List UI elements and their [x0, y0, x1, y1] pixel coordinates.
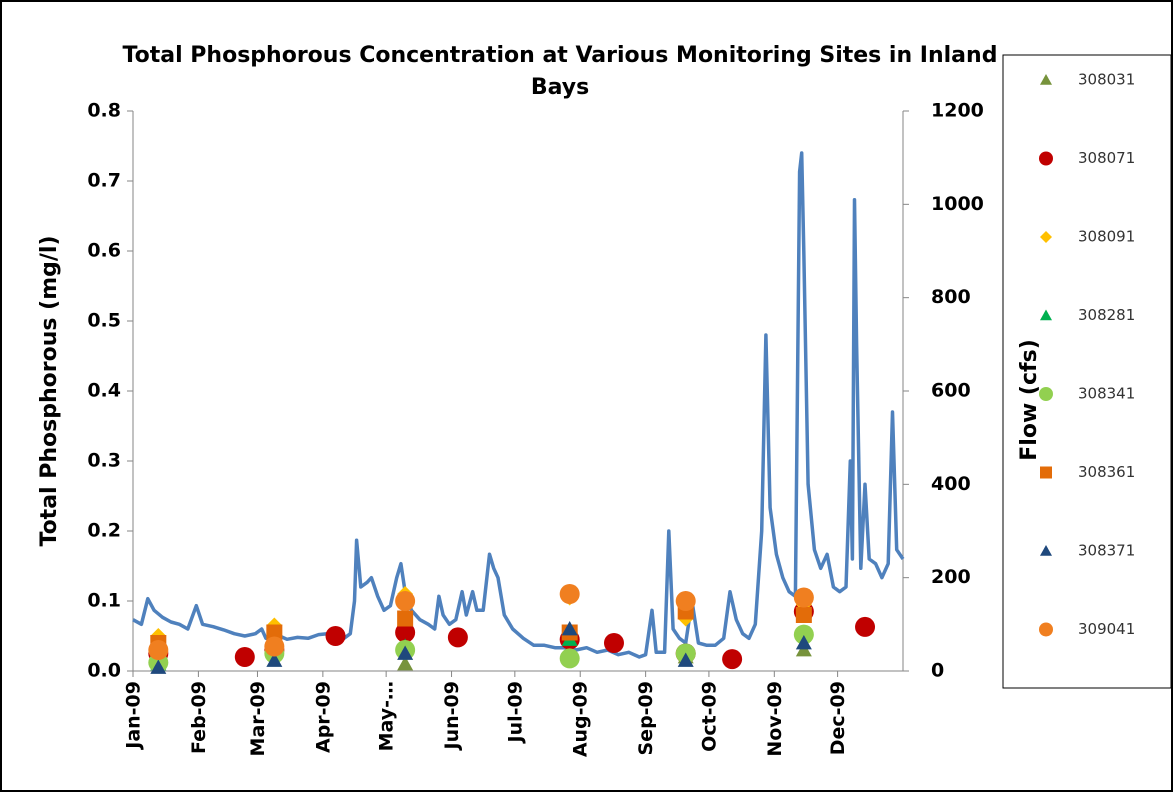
legend-label: 308071	[1078, 149, 1135, 167]
data-point	[266, 624, 283, 641]
data-point	[447, 627, 468, 648]
legend-marker	[1040, 466, 1052, 479]
y2-tick-label: 1000	[931, 193, 984, 215]
data-point	[795, 607, 812, 623]
x-tick-label: Sep-09	[635, 681, 657, 756]
data-point	[795, 635, 812, 650]
y2-tick-label: 1200	[931, 100, 984, 122]
y-tick-label: 0.7	[87, 170, 121, 192]
chart-title: Total Phosphorous Concentration at Vario…	[122, 43, 998, 100]
y-tick-label: 0.0	[87, 660, 121, 682]
data-point	[603, 633, 624, 653]
y-tick-label: 0.5	[87, 310, 121, 332]
data-point	[325, 626, 346, 646]
legend-label: 309041	[1078, 620, 1135, 638]
data-point	[150, 659, 167, 674]
legend-marker	[1039, 622, 1053, 637]
y2-tick-label: 400	[931, 473, 971, 495]
data-point	[397, 645, 414, 660]
data-point	[148, 640, 169, 660]
data-point	[855, 616, 876, 637]
legend-label: 308091	[1078, 228, 1135, 246]
x-tick-label: Aug-09	[570, 681, 592, 757]
x-tick-label: Dec-09	[827, 681, 849, 755]
data-point	[793, 587, 814, 608]
data-point	[677, 652, 694, 667]
legend-label: 308371	[1078, 542, 1135, 560]
legend-label: 308341	[1078, 385, 1135, 403]
y2-axis-label: Flow (cfs)	[1017, 339, 1042, 460]
legend-marker	[1040, 309, 1052, 321]
data-point	[397, 610, 414, 627]
data-point	[559, 584, 580, 604]
x-tick-label: Jul-09	[504, 681, 526, 744]
data-point	[395, 591, 416, 611]
data-point	[559, 648, 580, 669]
y-tick-label: 0.1	[87, 590, 121, 612]
legend-box	[1002, 54, 1172, 689]
y2-tick-label: 600	[931, 380, 971, 402]
legend-marker	[1040, 74, 1052, 85]
x-tick-label: Nov-09	[764, 681, 786, 757]
y-tick-label: 0.6	[87, 240, 121, 262]
data-point	[395, 622, 416, 643]
x-tick-label: Feb-09	[188, 681, 210, 754]
y2-tick-label: 0	[931, 660, 944, 682]
data-point	[675, 591, 696, 611]
legend-label: 308031	[1078, 71, 1135, 89]
x-tick-label: Oct-09	[698, 681, 720, 752]
data-point	[793, 624, 814, 645]
y-tick-label: 0.8	[87, 100, 121, 122]
y2-tick-label: 800	[931, 286, 971, 308]
legend-marker	[1039, 387, 1053, 401]
data-point	[266, 652, 283, 667]
x-tick-label: Mar-09	[247, 681, 269, 756]
legend-label: 308361	[1078, 463, 1135, 481]
x-tick-label: Apr-09	[312, 681, 334, 753]
legend-label: 308281	[1078, 306, 1135, 324]
data-point	[561, 621, 578, 636]
legend-marker	[1040, 231, 1052, 243]
x-tick-label: Jun-09	[441, 681, 463, 751]
data-point	[397, 656, 414, 671]
data-point	[234, 647, 255, 667]
flow-line	[132, 151, 905, 659]
y-tick-label: 0.4	[87, 380, 121, 402]
y-tick-label: 0.3	[87, 450, 121, 472]
data-point	[722, 649, 743, 670]
y2-tick-label: 200	[931, 566, 971, 588]
legend-marker	[1039, 151, 1053, 166]
x-tick-label: May-…	[376, 681, 398, 751]
y-axis-label: Total Phosphorous (mg/l)	[37, 235, 62, 546]
y-tick-label: 0.2	[87, 520, 121, 542]
data-point	[264, 636, 285, 657]
x-tick-label: Jan-09	[123, 681, 145, 751]
legend-marker	[1040, 545, 1052, 556]
